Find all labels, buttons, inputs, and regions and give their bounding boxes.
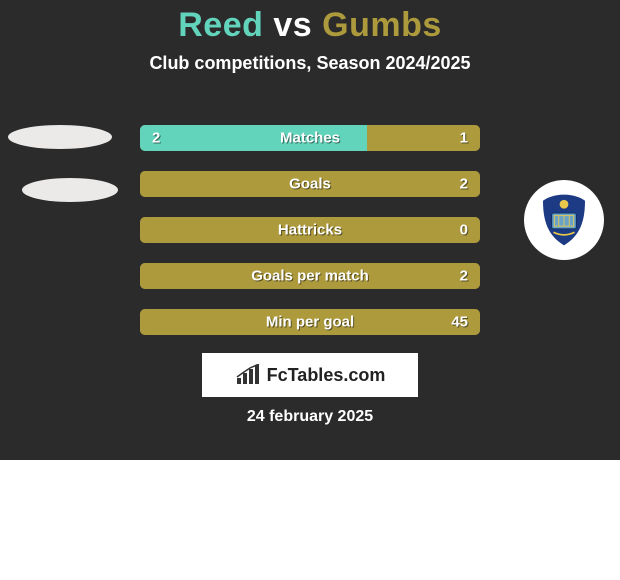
stat-value-right: 0 [460,222,468,239]
stat-row: Hattricks0 [140,217,480,243]
stat-fill-right [140,309,480,335]
player1-avatar-placeholder-1 [8,125,112,149]
title: Reed vs Gumbs [0,0,620,45]
stat-row: Min per goal45 [140,309,480,335]
comparison-card: Reed vs Gumbs Club competitions, Season … [0,0,620,460]
stat-value-right: 2 [460,268,468,285]
stat-fill-right [140,263,480,289]
brand-box: FcTables.com [202,353,418,397]
club-badge-icon [536,192,592,248]
stat-fill-right [140,171,480,197]
stat-value-left: 2 [152,130,160,147]
stat-row: Goals per match2 [140,263,480,289]
player2-club-badge [524,180,604,260]
player1-avatar-placeholder-2 [22,178,118,202]
stats-table: Matches21Goals2Hattricks0Goals per match… [140,125,480,355]
title-player2: Gumbs [322,6,442,44]
title-player1: Reed [178,6,263,44]
stat-row: Matches21 [140,125,480,151]
stat-fill-left [140,125,367,151]
stat-value-right: 45 [451,314,468,331]
title-vs: vs [273,6,312,44]
stat-value-right: 1 [460,130,468,147]
stat-value-right: 2 [460,176,468,193]
stat-row: Goals2 [140,171,480,197]
stat-fill-right [140,217,480,243]
brand-label: FcTables.com [267,365,386,386]
subtitle: Club competitions, Season 2024/2025 [0,53,620,74]
bars-icon [235,364,261,386]
date-label: 24 february 2025 [0,408,620,426]
